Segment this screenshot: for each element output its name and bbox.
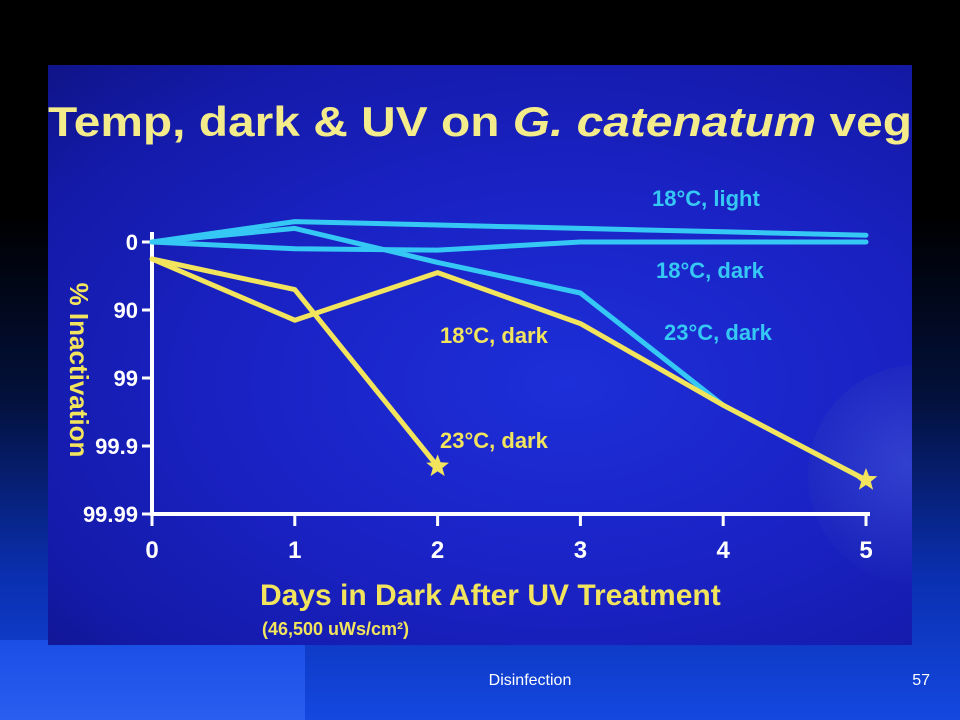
- chart-title-part: veg: [816, 98, 912, 145]
- chart-photo: [48, 65, 912, 645]
- series-label-2: 23°C, dark: [664, 320, 773, 345]
- x-tick-label: 0: [145, 537, 158, 564]
- axes-group: 0 1 2 3 4 5 0 90 99 99.9 99.99: [83, 230, 873, 564]
- chart-title-italic-part: G. catenatum: [513, 98, 816, 145]
- chart-title: Temp, dark & UV on G. catenatum veg: [48, 98, 912, 145]
- y-tick-label: 90: [114, 298, 138, 323]
- y-tick-label: 99.9: [95, 434, 138, 459]
- x-tick-label: 3: [574, 537, 587, 564]
- series-line-1: [149, 239, 869, 253]
- x-tick-label: 1: [288, 537, 301, 564]
- x-tick-label: 2: [431, 537, 444, 564]
- series-label-0: 18°C, light: [652, 186, 760, 211]
- y-tick-label: 99: [114, 366, 138, 391]
- series-line-0: [149, 219, 869, 245]
- y-axis-label: % Inactivation: [64, 283, 94, 458]
- x-tick-label: 4: [717, 537, 731, 564]
- x-axis-sublabel: (46,500 uWs/cm²): [262, 619, 409, 639]
- series-line-4: [149, 256, 441, 469]
- series-labels-group: 18°C, light 18°C, dark 23°C, dark 18°C, dar…: [440, 186, 773, 453]
- y-tick-label: 0: [126, 230, 138, 255]
- series-line-3: [149, 256, 869, 483]
- star-marker: [854, 468, 878, 490]
- series-label-3: 18°C, dark: [440, 323, 549, 348]
- slide-accent-panel: [0, 640, 305, 720]
- star-marker: [426, 454, 449, 477]
- x-tick-label: 5: [859, 537, 872, 564]
- chart-title-part: Temp, dark & UV on: [48, 98, 513, 145]
- series-label-4: 23°C, dark: [440, 428, 549, 453]
- y-tick-label: 99.99: [83, 502, 138, 527]
- footer-title: Disinfection: [488, 672, 572, 689]
- series-group: [149, 219, 878, 490]
- series-label-1: 18°C, dark: [656, 258, 765, 283]
- page-number: 57: [912, 672, 930, 689]
- x-axis-label: Days in Dark After UV Treatment: [260, 579, 721, 612]
